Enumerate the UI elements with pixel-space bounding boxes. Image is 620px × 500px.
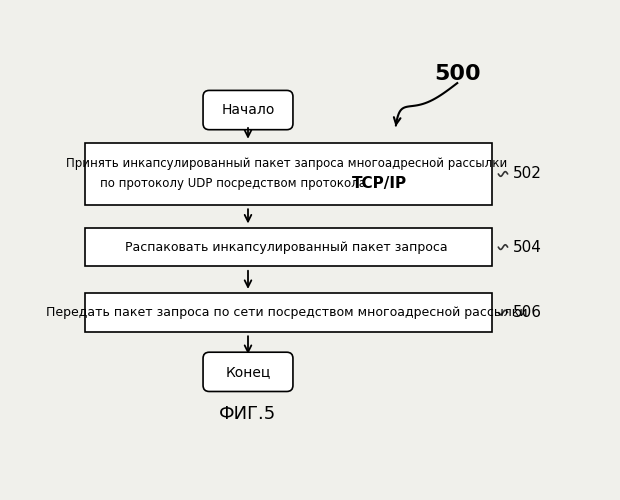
Text: 506: 506 — [513, 305, 542, 320]
Text: ФИГ.5: ФИГ.5 — [219, 405, 277, 423]
Bar — [86, 294, 492, 332]
Text: Конец: Конец — [226, 365, 270, 379]
Text: Начало: Начало — [221, 103, 275, 117]
Text: Принять инкапсулированный пакет запроса многоадресной рассылки: Принять инкапсулированный пакет запроса … — [66, 156, 507, 170]
Text: 502: 502 — [513, 166, 542, 182]
FancyBboxPatch shape — [203, 90, 293, 130]
Text: TCP/IP: TCP/IP — [352, 176, 407, 190]
Text: Передать пакет запроса по сети посредством многоадресной рассылки: Передать пакет запроса по сети посредств… — [46, 306, 528, 319]
Text: по протоколу UDP посредством протокола: по протоколу UDP посредством протокола — [99, 176, 366, 190]
Text: Распаковать инкапсулированный пакет запроса: Распаковать инкапсулированный пакет запр… — [125, 240, 448, 254]
Text: 500: 500 — [434, 64, 481, 84]
Text: 504: 504 — [513, 240, 542, 254]
Bar — [86, 228, 492, 266]
Bar — [86, 143, 492, 205]
FancyBboxPatch shape — [203, 352, 293, 392]
